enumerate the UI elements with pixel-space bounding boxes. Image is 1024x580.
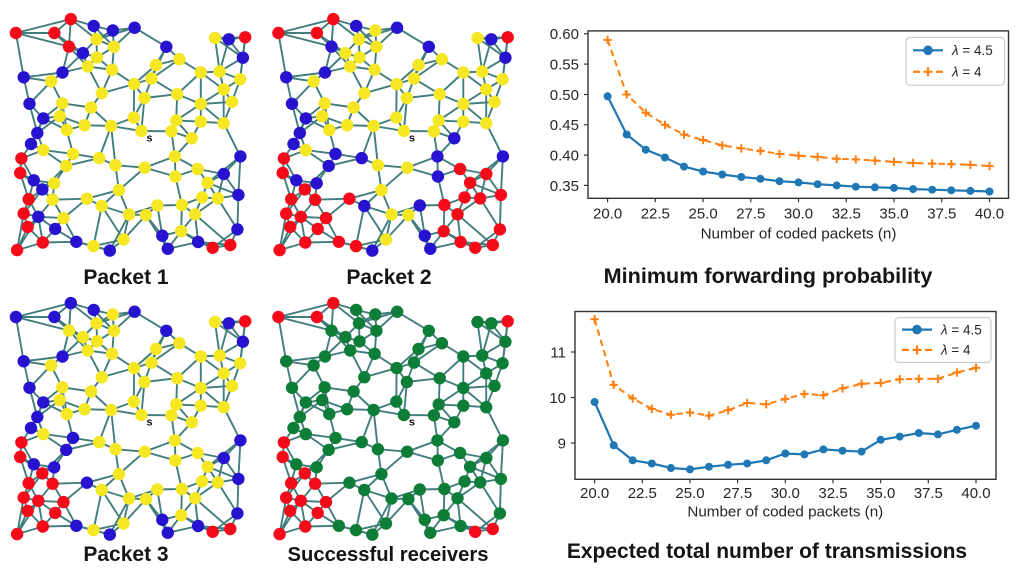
svg-text:0.35: 0.35 — [550, 178, 579, 195]
svg-text:35.0: 35.0 — [866, 485, 895, 502]
svg-text:0.50: 0.50 — [550, 87, 579, 104]
svg-text:30.0: 30.0 — [784, 206, 813, 223]
svg-text:s: s — [146, 416, 152, 428]
svg-text:0.60: 0.60 — [550, 26, 579, 43]
svg-text:22.5: 22.5 — [628, 485, 657, 502]
svg-text:Successful receivers: Successful receivers — [288, 544, 489, 566]
svg-text:0.40: 0.40 — [550, 147, 579, 164]
svg-text:20.0: 20.0 — [580, 485, 609, 502]
svg-text:40.0: 40.0 — [961, 485, 990, 502]
svg-text:λ = 4.5: λ = 4.5 — [951, 43, 993, 58]
svg-text:0.55: 0.55 — [550, 56, 579, 73]
svg-text:λ = 4.5: λ = 4.5 — [940, 322, 982, 337]
svg-text:λ = 4: λ = 4 — [940, 343, 971, 358]
svg-text:Number of coded packets (n): Number of coded packets (n) — [687, 504, 883, 521]
svg-text:25.0: 25.0 — [688, 206, 717, 223]
svg-text:25.0: 25.0 — [675, 485, 704, 502]
svg-text:Packet 3: Packet 3 — [83, 543, 168, 566]
svg-text:Expected total number of trans: Expected total number of transmissions — [567, 540, 967, 563]
svg-text:30.0: 30.0 — [771, 485, 800, 502]
svg-text:s: s — [409, 132, 415, 144]
svg-text:27.5: 27.5 — [736, 206, 765, 223]
svg-text:Minimum forwarding probability: Minimum forwarding probability — [604, 263, 933, 288]
svg-text:Number of coded packets (n): Number of coded packets (n) — [701, 226, 897, 243]
svg-text:32.5: 32.5 — [818, 485, 847, 502]
svg-text:Packet 2: Packet 2 — [346, 266, 431, 289]
svg-text:22.5: 22.5 — [641, 206, 670, 223]
svg-text:32.5: 32.5 — [832, 206, 861, 223]
svg-text:40.0: 40.0 — [975, 206, 1004, 223]
svg-text:37.5: 37.5 — [914, 485, 943, 502]
svg-text:s: s — [409, 416, 415, 428]
svg-text:0.45: 0.45 — [550, 117, 579, 134]
svg-text:s: s — [146, 132, 152, 144]
svg-text:10: 10 — [549, 390, 566, 407]
svg-text:λ = 4: λ = 4 — [951, 65, 982, 80]
svg-text:9: 9 — [558, 435, 566, 452]
svg-text:11: 11 — [550, 344, 566, 361]
svg-text:Packet 1: Packet 1 — [83, 266, 169, 289]
svg-text:27.5: 27.5 — [723, 485, 752, 502]
svg-text:20.0: 20.0 — [593, 206, 622, 223]
svg-text:37.5: 37.5 — [927, 206, 956, 223]
svg-text:35.0: 35.0 — [879, 206, 908, 223]
